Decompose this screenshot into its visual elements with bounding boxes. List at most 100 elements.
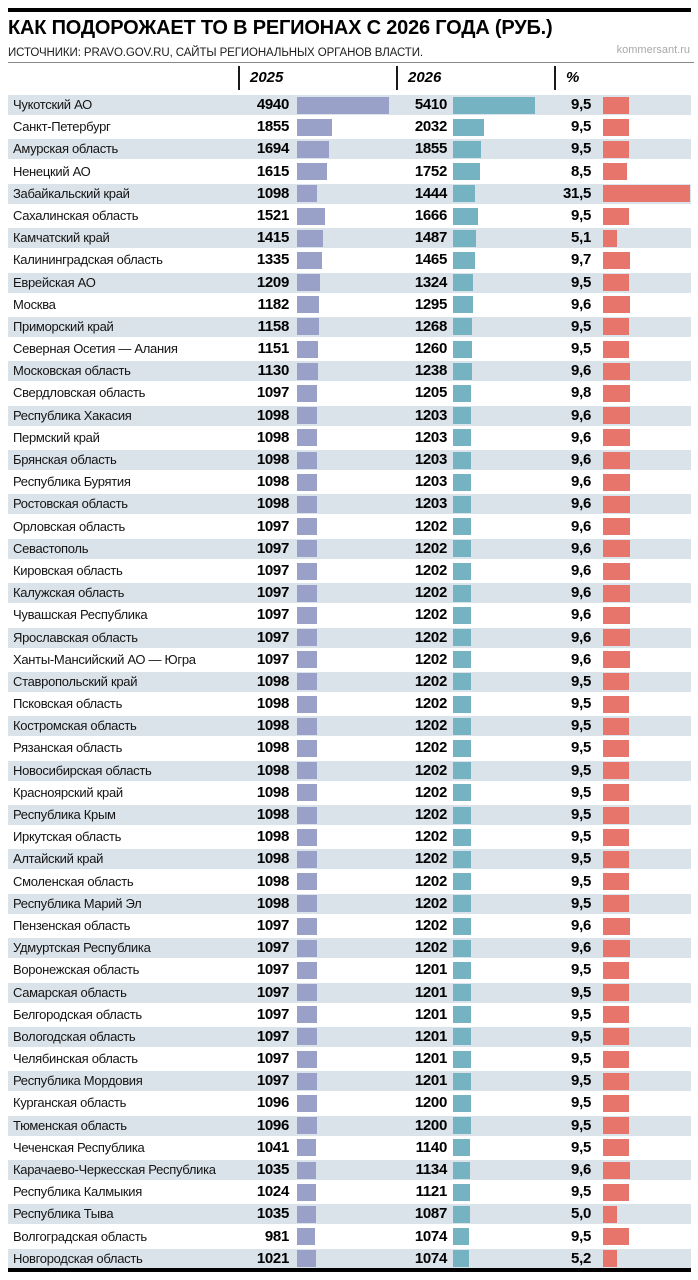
- value-pct: 9,5: [571, 894, 591, 912]
- table-body: Чукотский АО 4940 5410 9,5 Санкт-Петербург 18…: [0, 94, 698, 1270]
- bar-2025: [297, 784, 318, 802]
- region-label: Свердловская область: [13, 385, 146, 401]
- value-2026: 1203: [414, 473, 447, 491]
- value-pct: 9,6: [571, 650, 591, 668]
- bar-2025: [297, 274, 320, 292]
- value-2025: 1098: [256, 406, 289, 424]
- bar-2026: [453, 850, 472, 868]
- value-2026: 1202: [414, 739, 447, 757]
- value-2026: 1202: [414, 606, 447, 624]
- bar-2026: [453, 274, 474, 292]
- bar-2025: [297, 806, 318, 824]
- bar-pct: [603, 340, 630, 358]
- bar-pct: [603, 1139, 630, 1157]
- table-row: Пензенская область 1097 1202 9,6: [0, 915, 698, 937]
- bar-2025: [297, 1072, 318, 1090]
- region-label: Севастополь: [13, 540, 89, 556]
- bar-2026: [453, 873, 472, 891]
- bar-pct: [603, 407, 630, 425]
- value-2025: 1098: [256, 495, 289, 513]
- bar-2026: [453, 296, 473, 314]
- table-row: Чукотский АО 4940 5410 9,5: [0, 94, 698, 117]
- value-pct: 9,6: [571, 916, 591, 934]
- bar-2026: [453, 984, 472, 1002]
- bar-pct: [603, 1050, 630, 1068]
- value-2026: 1202: [414, 561, 447, 579]
- value-2025: 1098: [256, 850, 289, 868]
- bar-2026: [453, 629, 472, 647]
- bar-2025: [297, 984, 318, 1002]
- table-row: Челябинская область 1097 1201 9,5: [0, 1048, 698, 1070]
- region-label: Красноярский край: [13, 784, 123, 800]
- value-2026: 1202: [414, 695, 447, 713]
- bar-pct: [603, 185, 690, 203]
- bar-2026: [453, 540, 472, 558]
- bar-pct: [603, 1205, 617, 1223]
- bar-2025: [297, 362, 318, 380]
- bar-2025: [297, 140, 329, 158]
- value-2025: 1209: [256, 273, 289, 291]
- bar-2025: [297, 451, 318, 469]
- bar-pct: [603, 873, 630, 891]
- value-pct: 9,5: [571, 761, 591, 779]
- bar-2026: [453, 651, 472, 669]
- value-2026: 1202: [414, 828, 447, 846]
- bar-pct: [603, 1095, 630, 1113]
- bar-pct: [603, 251, 630, 269]
- value-2025: 1097: [256, 939, 289, 957]
- bar-pct: [603, 229, 618, 247]
- bar-pct: [603, 96, 630, 114]
- value-2025: 1098: [256, 894, 289, 912]
- value-2025: 1097: [256, 517, 289, 535]
- bar-pct: [603, 740, 630, 758]
- bar-pct: [603, 207, 630, 225]
- table-row: Республика Бурятия 1098 1203 9,6: [0, 471, 698, 493]
- value-2025: 1097: [256, 1027, 289, 1045]
- region-label: Республика Калмыкия: [13, 1184, 142, 1200]
- bar-2026: [453, 1117, 472, 1135]
- value-2026: 1202: [414, 628, 447, 646]
- bar-2025: [297, 207, 326, 225]
- bar-2025: [297, 229, 324, 247]
- value-pct: 9,5: [571, 695, 591, 713]
- table-row: Республика Марий Эл 1098 1202 9,5: [0, 892, 698, 915]
- bar-pct: [603, 895, 630, 913]
- bar-2025: [297, 584, 318, 602]
- value-2026: 1202: [414, 761, 447, 779]
- table-row: Брянская область 1098 1203 9,6: [0, 449, 698, 472]
- bar-2026: [453, 917, 472, 935]
- value-2025: 1097: [256, 961, 289, 979]
- column-separator: [396, 66, 398, 90]
- table-row: Республика Крым 1098 1202 9,5: [0, 804, 698, 827]
- value-2026: 1295: [414, 295, 447, 313]
- value-2025: 1097: [256, 384, 289, 402]
- region-label: Курганская область: [13, 1095, 127, 1111]
- region-label: Республика Тыва: [13, 1206, 114, 1222]
- value-pct: 9,7: [571, 251, 591, 269]
- value-2026: 1134: [415, 1161, 448, 1178]
- region-label: Республика Марий Эл: [13, 895, 142, 911]
- header-divider: [8, 62, 694, 63]
- table-row: Москва 1182 1295 9,6: [0, 294, 698, 316]
- bar-pct: [603, 1006, 630, 1024]
- bar-pct: [603, 784, 630, 802]
- bar-2025: [297, 695, 318, 713]
- value-pct: 9,5: [571, 783, 591, 801]
- value-2025: 1098: [256, 717, 289, 735]
- bar-2026: [453, 385, 472, 403]
- value-2026: 1324: [414, 273, 447, 291]
- value-pct: 9,5: [571, 1183, 591, 1201]
- bar-pct: [603, 1161, 630, 1179]
- region-label: Костромская область: [13, 718, 137, 734]
- bar-2026: [453, 784, 472, 802]
- region-label: Калужская область: [13, 585, 125, 601]
- bar-2025: [297, 1161, 317, 1179]
- value-2026: 1238: [414, 362, 447, 380]
- table-row: Амурская область 1694 1855 9,5: [0, 138, 698, 161]
- bar-2025: [297, 562, 318, 580]
- bar-2025: [297, 917, 318, 935]
- page-title: КАК ПОДОРОЖАЕТ ТО В РЕГИОНАХ С 2026 ГОДА…: [8, 17, 553, 39]
- bar-pct: [603, 806, 630, 824]
- bar-pct: [603, 518, 630, 536]
